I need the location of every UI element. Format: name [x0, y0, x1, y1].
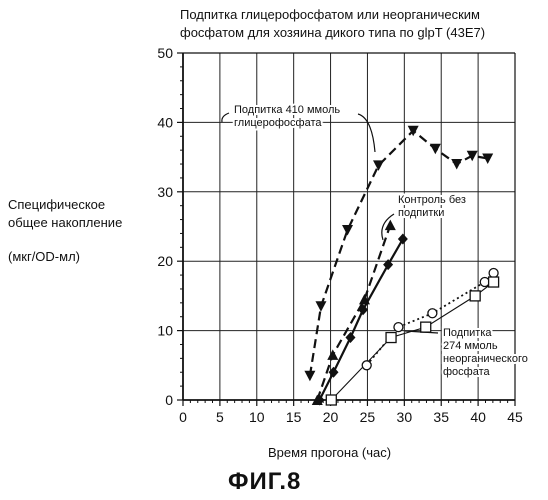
annotation-control-line-2: подпитки — [398, 207, 444, 219]
series-line-2 — [317, 225, 390, 400]
y-tick-label: 0 — [165, 392, 173, 408]
x-tick-label: 0 — [179, 409, 187, 425]
x-tick-label: 5 — [216, 409, 224, 425]
x-tick-label: 10 — [249, 409, 265, 425]
marker-diamond-s3 — [329, 367, 339, 378]
marker-triangle-down-s1 — [342, 225, 353, 236]
marker-circle-s4 — [362, 361, 371, 370]
marker-triangle-down-s1 — [430, 144, 441, 155]
marker-triangle-down-s1 — [304, 371, 315, 382]
marker-triangle-up-s2 — [327, 349, 338, 360]
annotation-phosphate-line-2: 274 ммоль — [443, 340, 498, 352]
y-tick-label: 20 — [157, 253, 173, 269]
marker-circle-s4 — [428, 309, 437, 318]
marker-triangle-down-s1 — [373, 160, 384, 171]
x-tick-label: 25 — [360, 409, 376, 425]
annotation-control-line-1: Контроль без — [398, 194, 466, 206]
x-tick-label: 20 — [323, 409, 339, 425]
marker-square-s5 — [386, 333, 396, 343]
marker-circle-s4 — [394, 323, 403, 332]
annotation-glycerophosphate-leader — [358, 114, 375, 152]
y-tick-label: 10 — [157, 323, 173, 339]
x-tick-label: 30 — [397, 409, 413, 425]
y-tick-label: 40 — [157, 114, 173, 130]
marker-square-s5 — [470, 291, 480, 301]
marker-triangle-down-s1 — [315, 301, 326, 312]
y-tick-label: 50 — [157, 45, 173, 61]
x-tick-label: 40 — [470, 409, 486, 425]
x-tick-label: 35 — [433, 409, 449, 425]
x-tick-label: 15 — [286, 409, 302, 425]
annotation-glycerophosphate-line-2: глицерофосфата — [234, 117, 322, 129]
x-tick-label: 45 — [507, 409, 523, 425]
marker-circle-s4 — [480, 278, 489, 287]
marker-circle-s4 — [489, 268, 498, 277]
annotation-phosphate-line-3: неорганического — [443, 353, 528, 365]
annotation-phosphate-line-4: фосфата — [443, 366, 491, 378]
marker-square-s5 — [489, 277, 499, 287]
annotation-phosphate-line-1: Подпитка — [443, 327, 492, 339]
marker-diamond-s3 — [345, 332, 355, 343]
marker-square-s5 — [326, 395, 336, 405]
marker-triangle-down-s1 — [451, 159, 462, 170]
annotation-glycerophosphate-leader-left — [222, 113, 229, 122]
marker-diamond-s3 — [398, 233, 408, 244]
annotation-glycerophosphate-line-1: Подпитка 410 ммоль — [234, 104, 340, 116]
y-tick-label: 30 — [157, 184, 173, 200]
marker-square-s5 — [421, 322, 431, 332]
marker-triangle-down-s1 — [467, 151, 478, 162]
